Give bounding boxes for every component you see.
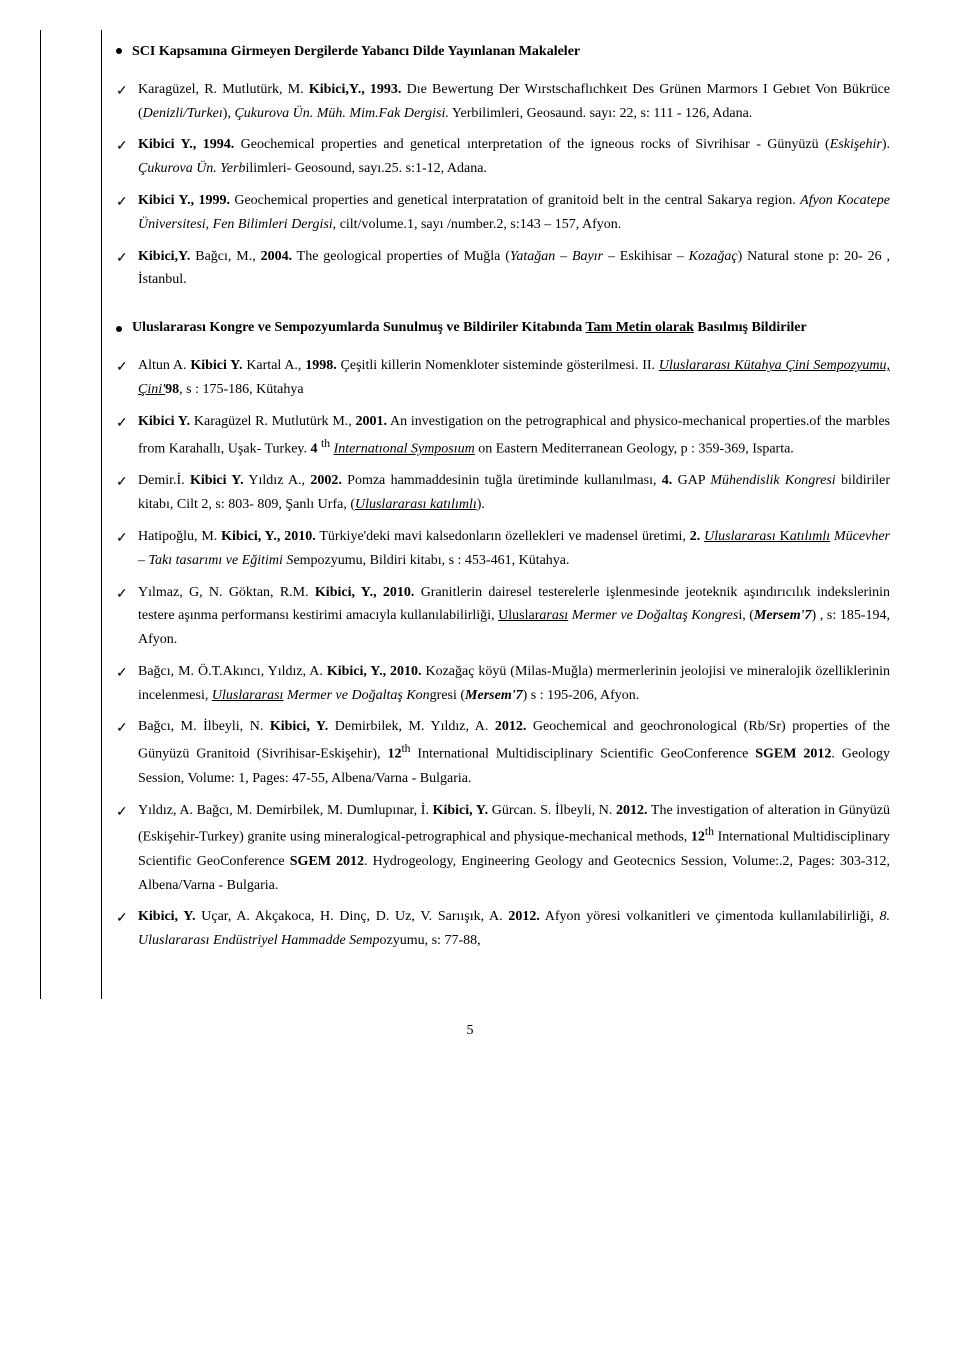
list-item-text: Kibici,Y. Bağcı, M., 2004. The geologica… <box>138 245 890 293</box>
list-item: ✓Altun A. Kibici Y. Kartal A., 1998. Çeş… <box>116 354 890 402</box>
checkmark-icon: ✓ <box>116 907 132 931</box>
heading-2-part-c: Basılmış Bildiriler <box>694 320 807 335</box>
list-item-text: Kibici Y., 1999. Geochemical properties … <box>138 189 890 237</box>
vertical-rule <box>101 30 102 999</box>
bullet-disc-icon <box>116 48 122 54</box>
checkmark-icon: ✓ <box>116 583 132 607</box>
bullet-disc-icon <box>116 326 122 332</box>
list-item: ✓Hatipoğlu, M. Kibici, Y., 2010. Türkiye… <box>116 525 890 573</box>
list-item: ✓Yıldız, A. Bağcı, M. Demirbilek, M. Dum… <box>116 799 890 898</box>
list-item-text: Kibici Y., 1994. Geochemical properties … <box>138 133 890 181</box>
list-item-text: Bağcı, M. Ö.T.Akıncı, Yıldız, A. Kibici,… <box>138 660 890 708</box>
list-item: ✓Demir.İ. Kibici Y. Yıldız A., 2002. Pom… <box>116 469 890 517</box>
checkmark-icon: ✓ <box>116 80 132 104</box>
list-item: ✓Kibici Y. Karagüzel R. Mutlutürk M., 20… <box>116 410 890 461</box>
checkmark-icon: ✓ <box>116 471 132 495</box>
list-item-text: Bağcı, M. İlbeyli, N. Kibici, Y. Demirbi… <box>138 715 890 790</box>
checkmark-icon: ✓ <box>116 412 132 436</box>
list-item-text: Karagüzel, R. Mutlutürk, M. Kibici,Y., 1… <box>138 78 890 126</box>
section-heading-2: Uluslararası Kongre ve Sempozyumlarda Su… <box>116 318 890 338</box>
content-area: SCI Kapsamına Girmeyen Dergilerde Yabanc… <box>41 30 900 999</box>
checkmark-icon: ✓ <box>116 356 132 380</box>
checkmark-icon: ✓ <box>116 717 132 741</box>
heading-2-part-b: Tam Metin olarak <box>586 320 694 335</box>
list-item: ✓Bağcı, M. İlbeyli, N. Kibici, Y. Demirb… <box>116 715 890 790</box>
section-1-list: ✓Karagüzel, R. Mutlutürk, M. Kibici,Y., … <box>116 78 890 292</box>
list-item-text: Kibici Y. Karagüzel R. Mutlutürk M., 200… <box>138 410 890 461</box>
page-container: SCI Kapsamına Girmeyen Dergilerde Yabanc… <box>40 30 900 999</box>
section-heading-1: SCI Kapsamına Girmeyen Dergilerde Yabanc… <box>116 40 890 64</box>
list-item-text: Demir.İ. Kibici Y. Yıldız A., 2002. Pomz… <box>138 469 890 517</box>
checkmark-icon: ✓ <box>116 135 132 159</box>
checkmark-icon: ✓ <box>116 662 132 686</box>
checkmark-icon: ✓ <box>116 801 132 825</box>
list-item-text: Yılmaz, G, N. Göktan, R.M. Kibici, Y., 2… <box>138 581 890 652</box>
list-item: ✓Karagüzel, R. Mutlutürk, M. Kibici,Y., … <box>116 78 890 126</box>
list-item: ✓Kibici Y., 1999. Geochemical properties… <box>116 189 890 237</box>
list-item: ✓Kibici,Y. Bağcı, M., 2004. The geologic… <box>116 245 890 293</box>
heading-2-part-a: Uluslararası Kongre ve Sempozyumlarda Su… <box>132 320 586 335</box>
checkmark-icon: ✓ <box>116 191 132 215</box>
checkmark-icon: ✓ <box>116 527 132 551</box>
list-item-text: Kibici, Y. Uçar, A. Akçakoca, H. Dinç, D… <box>138 905 890 953</box>
heading-2-text: Uluslararası Kongre ve Sempozyumlarda Su… <box>132 318 807 338</box>
list-item-text: Hatipoğlu, M. Kibici, Y., 2010. Türkiye'… <box>138 525 890 573</box>
list-item: ✓Kibici, Y. Uçar, A. Akçakoca, H. Dinç, … <box>116 905 890 953</box>
list-item-text: Yıldız, A. Bağcı, M. Demirbilek, M. Duml… <box>138 799 890 898</box>
list-item: ✓Kibici Y., 1994. Geochemical properties… <box>116 133 890 181</box>
list-item: ✓Yılmaz, G, N. Göktan, R.M. Kibici, Y., … <box>116 581 890 652</box>
heading-1-text: SCI Kapsamına Girmeyen Dergilerde Yabanc… <box>132 40 580 64</box>
checkmark-icon: ✓ <box>116 247 132 271</box>
list-item: ✓Bağcı, M. Ö.T.Akıncı, Yıldız, A. Kibici… <box>116 660 890 708</box>
list-item-text: Altun A. Kibici Y. Kartal A., 1998. Çeşi… <box>138 354 890 402</box>
page-number: 5 <box>40 1019 900 1043</box>
section-2-list: ✓Altun A. Kibici Y. Kartal A., 1998. Çeş… <box>116 354 890 953</box>
